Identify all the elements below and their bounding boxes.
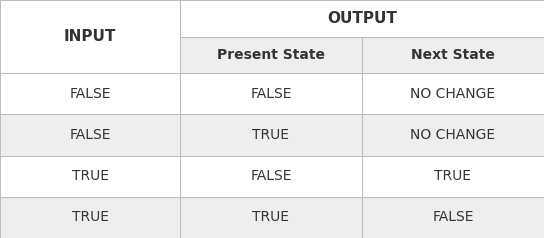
Text: NO CHANGE: NO CHANGE (410, 128, 496, 142)
Bar (180, 37, 362, 73)
Bar (180, 0, 544, 37)
Bar (362, 37, 544, 73)
Text: NO CHANGE: NO CHANGE (410, 87, 496, 101)
Text: TRUE: TRUE (252, 210, 289, 224)
Bar (0, 73, 180, 114)
Text: FALSE: FALSE (250, 87, 292, 101)
Bar (0, 155, 180, 197)
Text: TRUE: TRUE (71, 210, 108, 224)
Bar (180, 73, 362, 114)
Bar (362, 197, 544, 238)
Text: FALSE: FALSE (250, 169, 292, 183)
Text: TRUE: TRUE (252, 128, 289, 142)
Text: TRUE: TRUE (71, 169, 108, 183)
Text: Next State: Next State (411, 48, 495, 62)
Text: FALSE: FALSE (69, 128, 111, 142)
Bar (0, 197, 180, 238)
Bar (180, 114, 362, 155)
Bar (180, 197, 362, 238)
Text: INPUT: INPUT (64, 29, 116, 44)
Bar (0, 0, 180, 73)
Bar (362, 155, 544, 197)
Bar (0, 0, 180, 37)
Text: OUTPUT: OUTPUT (327, 11, 397, 26)
Text: TRUE: TRUE (435, 169, 472, 183)
Bar (362, 114, 544, 155)
Text: Present State: Present State (217, 48, 325, 62)
Text: FALSE: FALSE (69, 87, 111, 101)
Bar (362, 73, 544, 114)
Text: FALSE: FALSE (432, 210, 474, 224)
Bar (180, 155, 362, 197)
Bar (0, 114, 180, 155)
